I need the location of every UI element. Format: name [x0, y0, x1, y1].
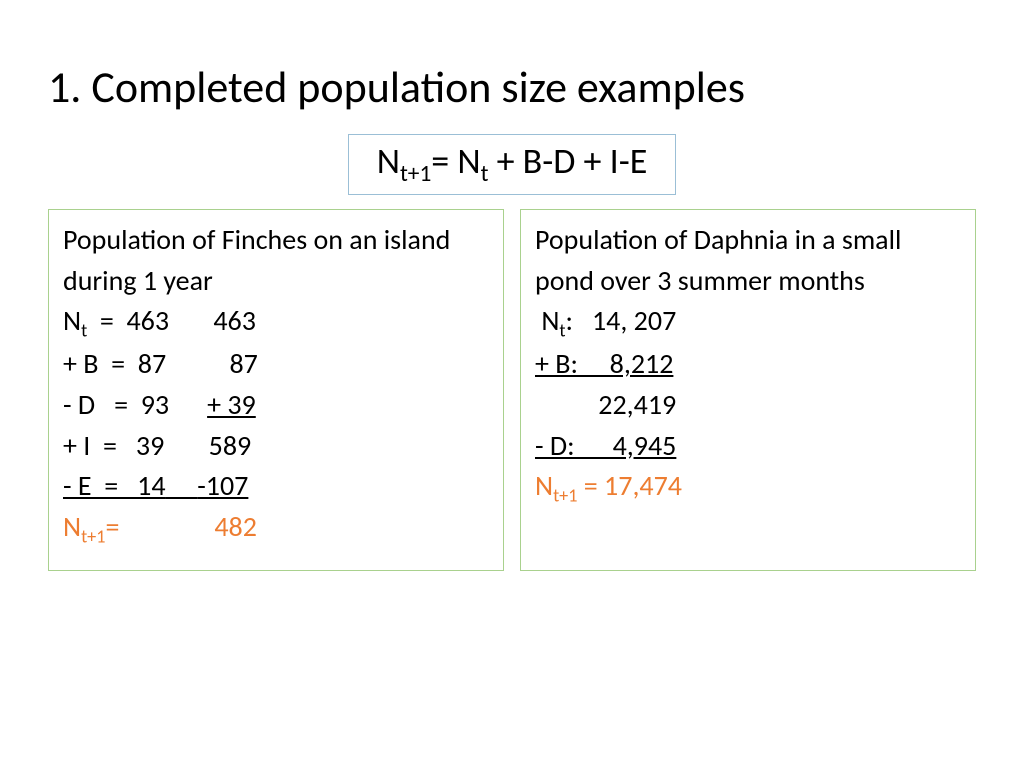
left-b: + B = 87 87 — [63, 344, 489, 385]
l-d-c2: + 39 — [207, 387, 256, 422]
l-d-l: - D = 93 — [63, 387, 169, 422]
l-nt-post: = 463 — [87, 303, 169, 338]
right-heading: Population of Daphnia in a small pond ov… — [535, 220, 961, 301]
right-d: - D: 4,945 — [535, 426, 961, 467]
l-i-c2: 589 — [209, 428, 252, 463]
formula-box: Nt+1= Nt + B-D + I-E — [348, 134, 677, 195]
right-sum: 22,419 — [535, 385, 961, 426]
l-i-l: + I = 39 — [63, 428, 164, 463]
r-nt-post: : 14, 207 — [566, 303, 677, 338]
right-column: Population of Daphnia in a small pond ov… — [520, 209, 976, 571]
r-nt-pre: N — [535, 303, 559, 338]
l-nt-pre: N — [63, 303, 81, 338]
left-heading: Population of Finches on an island durin… — [63, 220, 489, 301]
l-nt-c2: 463 — [213, 303, 256, 338]
l-e-l: - E = 14 — [63, 468, 166, 503]
r-r-pre: N — [535, 468, 553, 503]
left-i: + I = 39 589 — [63, 426, 489, 467]
r-r-post: = 17,474 — [577, 468, 682, 503]
l-e-c2: -107 — [197, 468, 248, 503]
formula-post: + B-D + I-E — [488, 139, 647, 183]
columns: Population of Finches on an island durin… — [48, 209, 976, 571]
l-r-sub: t+1 — [81, 525, 105, 547]
left-result: Nt+1= 482 — [63, 507, 489, 550]
slide: 1. Completed population size examples Nt… — [0, 0, 1024, 768]
right-b: + B: 8,212 — [535, 344, 961, 385]
left-e: - E = 14 -107 — [63, 466, 489, 507]
formula-pre: N — [377, 139, 400, 183]
r-r-sub: t+1 — [553, 485, 577, 507]
left-column: Population of Finches on an island durin… — [48, 209, 504, 571]
l-r-pre: N — [63, 509, 81, 544]
formula-mid: = N — [431, 139, 480, 183]
left-d: - D = 93 + 39 — [63, 385, 489, 426]
l-r-c2: 482 — [214, 509, 257, 544]
l-r-post: = — [105, 509, 119, 544]
slide-title: 1. Completed population size examples — [48, 60, 976, 114]
left-nt: Nt = 463 463 — [63, 301, 489, 344]
l-b-l: + B = 87 — [63, 346, 166, 381]
right-result: Nt+1 = 17,474 — [535, 466, 961, 509]
formula-text: Nt+1= Nt + B-D + I-E — [377, 139, 648, 183]
l-b-c2: 87 — [223, 346, 258, 381]
right-nt: Nt: 14, 207 — [535, 301, 961, 344]
formula-sub1: t+1 — [400, 160, 431, 188]
